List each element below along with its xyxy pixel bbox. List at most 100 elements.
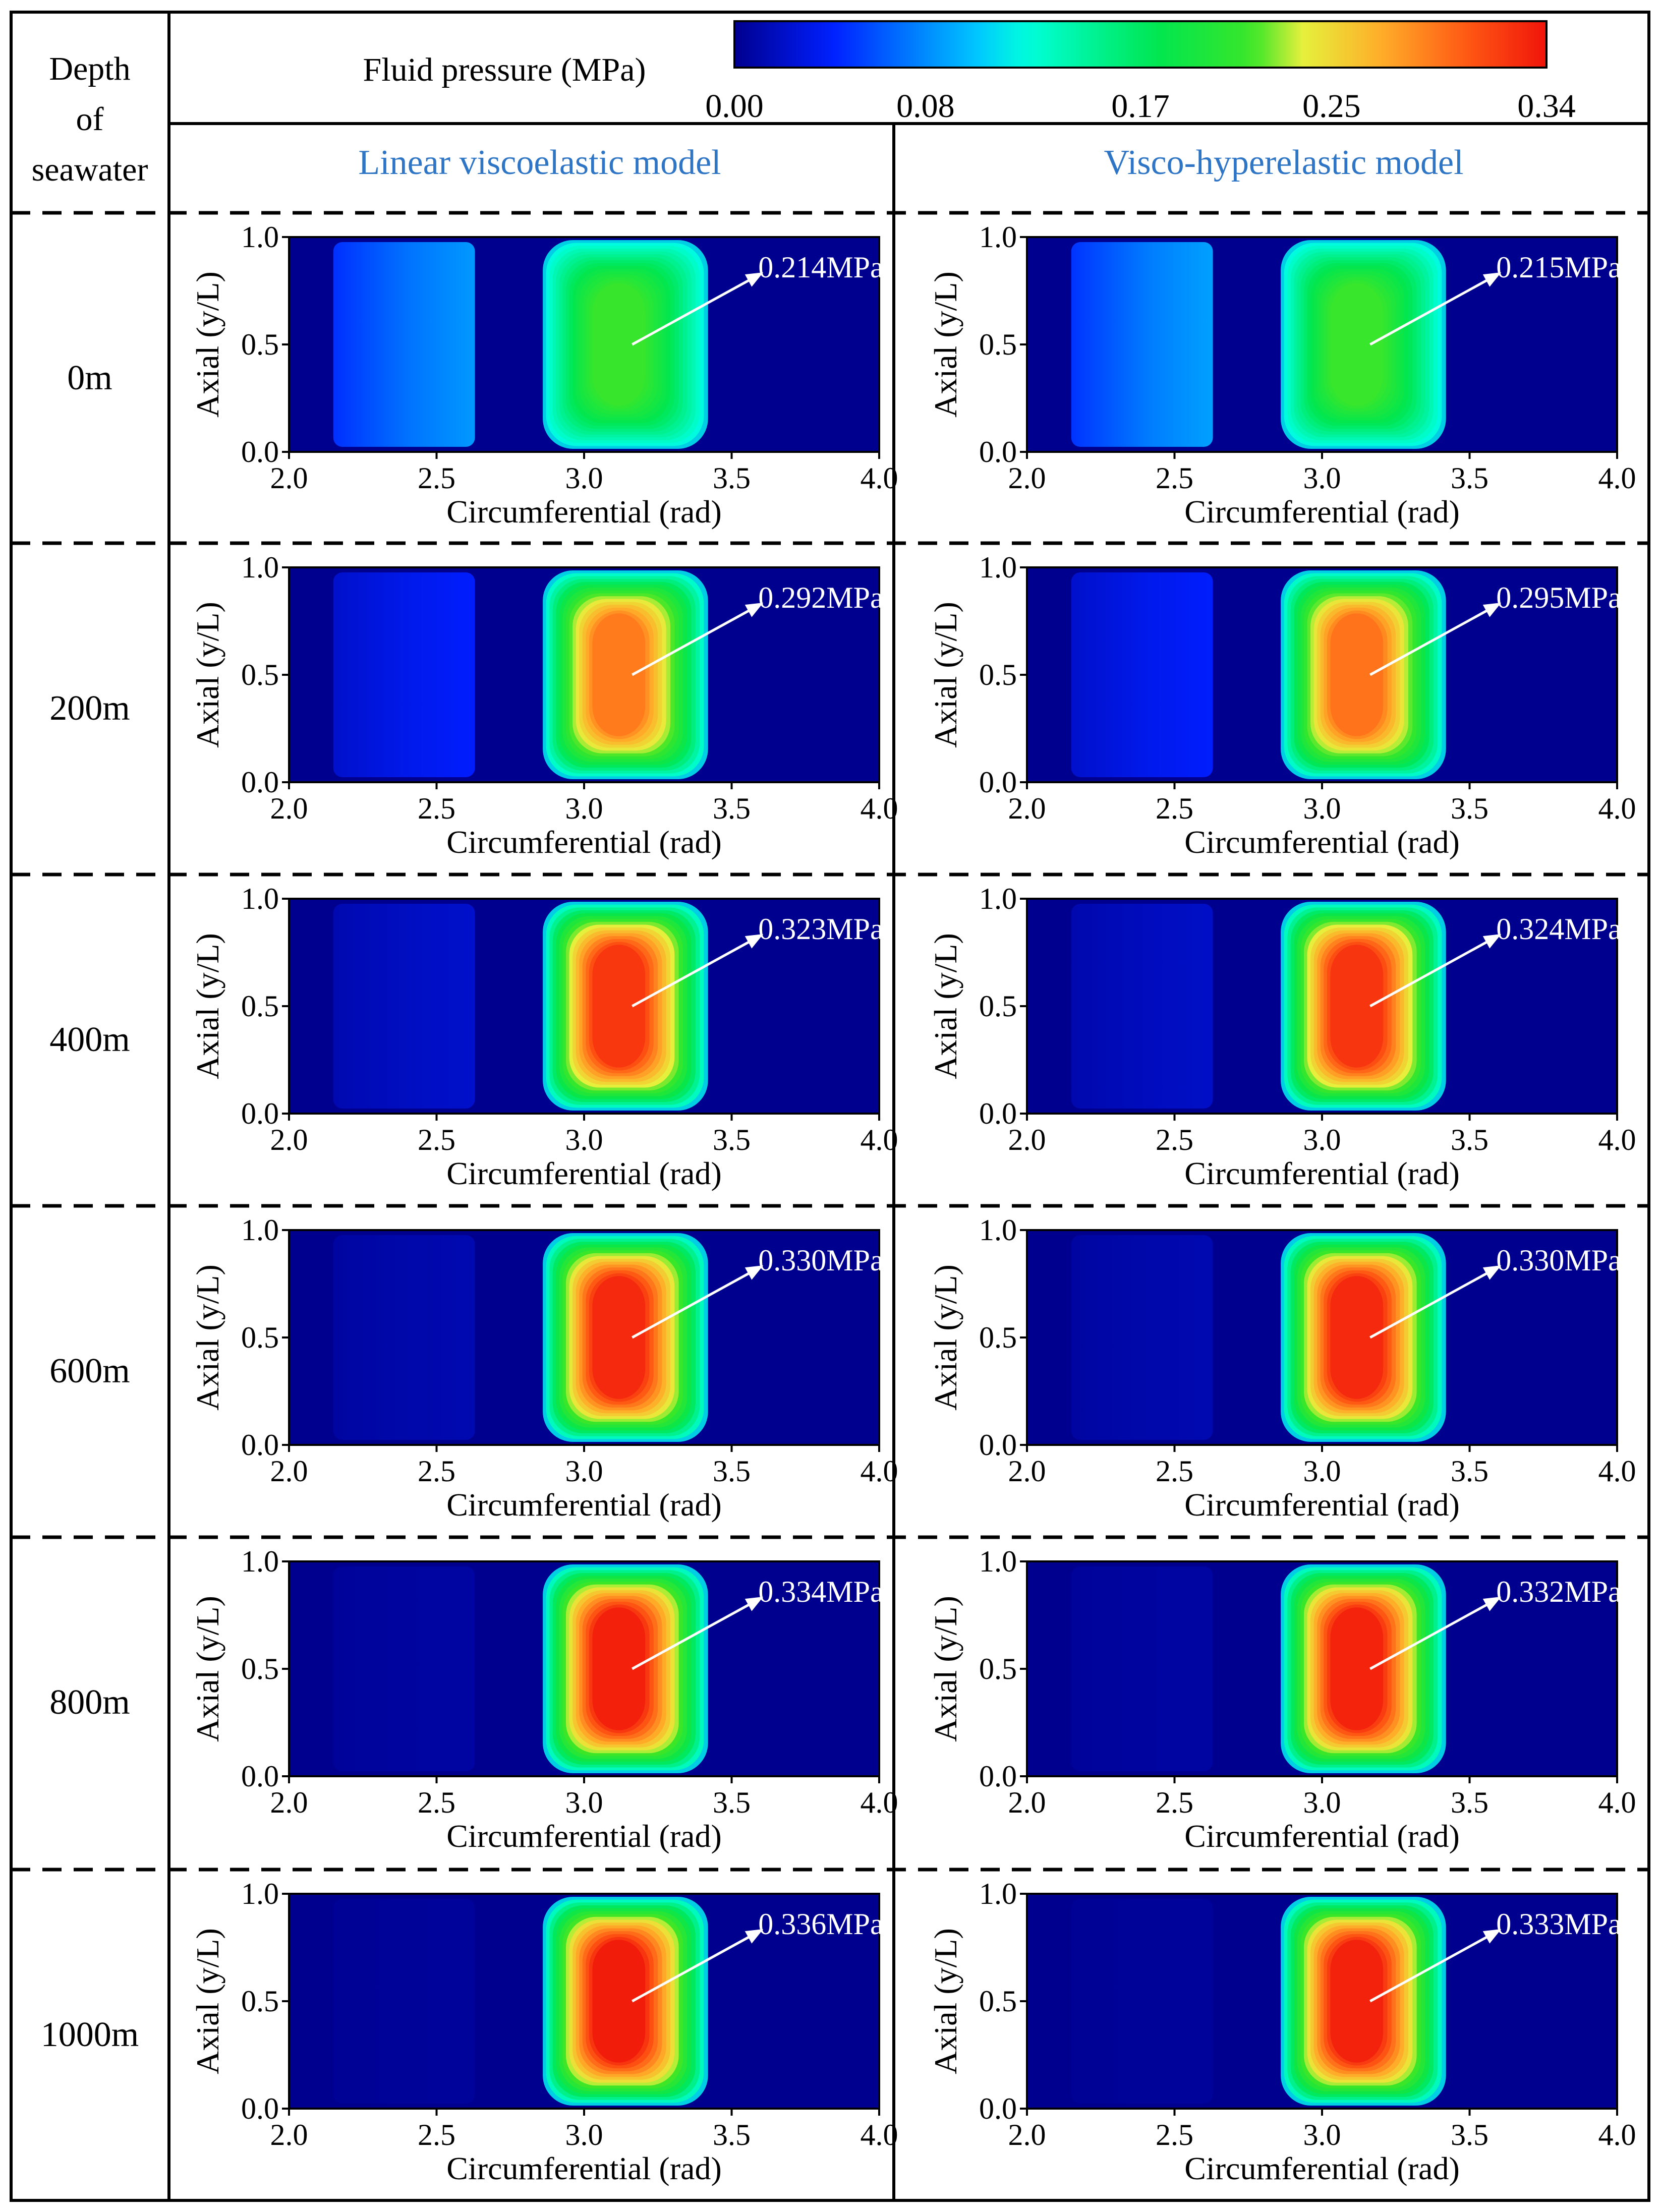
- x-tick-label: 4.0: [861, 1454, 898, 1488]
- heatmap-panel: 2.0 2.5 3.0 3.5 4.0 0.0 0.5 1.0 Circumferential …: [190, 220, 898, 530]
- peak-arrow-head: [745, 1597, 764, 1611]
- x-tick-label: 3.5: [713, 461, 751, 495]
- colorbar-tick-label: 0.17: [1111, 88, 1170, 125]
- x-axis-label: Circumferential (rad): [1184, 494, 1460, 530]
- y-tick-label: 1.0: [241, 882, 279, 915]
- x-tick-label: 3.0: [1303, 1123, 1341, 1156]
- peak-arrow-shaft: [1369, 606, 1493, 676]
- y-tick-label: 0.0: [979, 766, 1017, 799]
- y-tick-label: 0.5: [241, 1985, 279, 2018]
- secondary-pressure-band: [333, 1235, 475, 1440]
- x-tick-label: 2.0: [1008, 1454, 1046, 1488]
- x-tick-label: 3.5: [1451, 1454, 1489, 1488]
- x-tick-label: 2.0: [1008, 1786, 1046, 1819]
- x-tick-label: 4.0: [1598, 2118, 1636, 2151]
- y-tick-label: 0.5: [241, 658, 279, 691]
- x-tick-label: 2.5: [1156, 1123, 1193, 1156]
- colorbar-tick-label: 0.25: [1302, 88, 1361, 125]
- peak-arrow-shaft: [1369, 1933, 1493, 2003]
- x-axis-label: Circumferential (rad): [446, 494, 722, 530]
- y-tick-label: 0.5: [979, 1985, 1017, 2018]
- pressure-contour: [592, 945, 646, 1068]
- peak-arrow-shaft: [632, 1933, 755, 2003]
- outer-border: [10, 11, 1650, 2202]
- secondary-pressure-band: [1071, 572, 1213, 777]
- x-tick-label: 2.5: [418, 1123, 455, 1156]
- peak-pressure-label: 0.292MPa: [758, 581, 883, 614]
- x-tick-label: 3.0: [565, 2118, 603, 2151]
- heatmap-panel: 2.0 2.5 3.0 3.5 4.0 0.0 0.5 1.0 Circumferential …: [928, 1213, 1636, 1523]
- x-tick-label: 2.5: [418, 1454, 455, 1488]
- x-tick-label: 4.0: [1598, 792, 1636, 825]
- y-tick-label: 0.5: [979, 1321, 1017, 1354]
- secondary-pressure-band: [1071, 242, 1213, 447]
- x-axis-label: Circumferential (rad): [446, 1818, 722, 1854]
- y-axis-label: Axial (y/L): [928, 602, 963, 748]
- y-tick-label: 0.0: [241, 2092, 279, 2125]
- x-tick-label: 2.5: [1156, 1454, 1193, 1488]
- y-tick-label: 0.5: [979, 328, 1017, 361]
- depth-label: 600m: [49, 1352, 130, 1390]
- pressure-contour: [1330, 283, 1384, 406]
- peak-arrow-head: [1482, 272, 1502, 287]
- y-axis-label: Axial (y/L): [190, 271, 225, 418]
- peak-arrow-head: [1482, 603, 1502, 617]
- heatmap-panel: 2.0 2.5 3.0 3.5 4.0 0.0 0.5 1.0 Circumferential …: [190, 882, 898, 1191]
- pressure-contour: [1330, 1276, 1384, 1399]
- x-tick-label: 2.0: [270, 792, 308, 825]
- x-tick-label: 3.0: [565, 1786, 603, 1819]
- x-axis-label: Circumferential (rad): [1184, 1818, 1460, 1854]
- peak-pressure-label: 0.214MPa: [758, 251, 883, 284]
- peak-pressure-label: 0.330MPa: [1496, 1244, 1621, 1277]
- x-tick-label: 2.0: [270, 1454, 308, 1488]
- depth-row-0m: 0m 2.0 2.5 3.0 3.5 4.0 0.0 0.5 1.0 Circumferentia…: [11, 211, 1649, 530]
- depth-label: 0m: [67, 359, 112, 397]
- y-tick-label: 0.0: [241, 435, 279, 469]
- x-tick-label: 3.5: [713, 2118, 751, 2151]
- peak-arrow-shaft: [632, 1600, 755, 1670]
- secondary-pressure-band: [1071, 1235, 1213, 1440]
- depth-label: 800m: [49, 1683, 130, 1722]
- peak-pressure-label: 0.330MPa: [758, 1244, 883, 1277]
- x-tick-label: 4.0: [861, 792, 898, 825]
- peak-arrow-shaft: [1369, 1269, 1493, 1339]
- peak-pressure-label: 0.333MPa: [1496, 1907, 1621, 1941]
- secondary-pressure-band: [333, 1899, 475, 2104]
- x-tick-label: 2.5: [418, 1786, 455, 1819]
- secondary-pressure-band: [333, 242, 475, 447]
- x-tick-label: 3.0: [565, 792, 603, 825]
- depth-row-1000m: 1000m 2.0 2.5 3.0 3.5 4.0 0.0 0.5 1.0 Circumferen…: [11, 1868, 1649, 2186]
- x-tick-label: 3.5: [1451, 792, 1489, 825]
- depth-header: Depth of seawater: [32, 50, 148, 188]
- pressure-contour: [1330, 1940, 1384, 2063]
- y-tick-label: 1.0: [241, 1877, 279, 1910]
- x-tick-label: 3.0: [1303, 2118, 1341, 2151]
- x-tick-label: 2.0: [1008, 2118, 1046, 2151]
- y-axis-label: Axial (y/L): [190, 933, 225, 1079]
- secondary-pressure-band: [333, 1566, 475, 1771]
- x-tick-label: 3.5: [713, 1786, 751, 1819]
- secondary-pressure-band: [1071, 1566, 1213, 1771]
- y-axis-label: Axial (y/L): [928, 1264, 963, 1411]
- y-axis-label: Axial (y/L): [928, 1596, 963, 1742]
- x-tick-label: 4.0: [1598, 1123, 1636, 1156]
- x-tick-label: 2.0: [1008, 461, 1046, 495]
- depth-row-400m: 400m 2.0 2.5 3.0 3.5 4.0 0.0 0.5 1.0 Circumferent…: [11, 872, 1649, 1191]
- x-tick-label: 2.0: [270, 461, 308, 495]
- y-axis-label: Axial (y/L): [928, 1928, 963, 2074]
- x-tick-label: 3.5: [713, 1454, 751, 1488]
- x-tick-label: 2.5: [418, 461, 455, 495]
- y-axis-label: Axial (y/L): [190, 1596, 225, 1742]
- depth-label: 200m: [49, 689, 130, 728]
- y-tick-label: 0.0: [979, 1097, 1017, 1130]
- y-tick-label: 0.0: [241, 1097, 279, 1130]
- y-tick-label: 1.0: [241, 220, 279, 254]
- peak-arrow-head: [745, 1929, 764, 1944]
- x-tick-label: 2.5: [1156, 1786, 1193, 1819]
- peak-arrow-head: [745, 934, 764, 949]
- table-frame: [10, 11, 1650, 2202]
- x-axis-label: Circumferential (rad): [446, 824, 722, 860]
- y-tick-label: 1.0: [979, 551, 1017, 584]
- depth-label: 1000m: [41, 2015, 139, 2054]
